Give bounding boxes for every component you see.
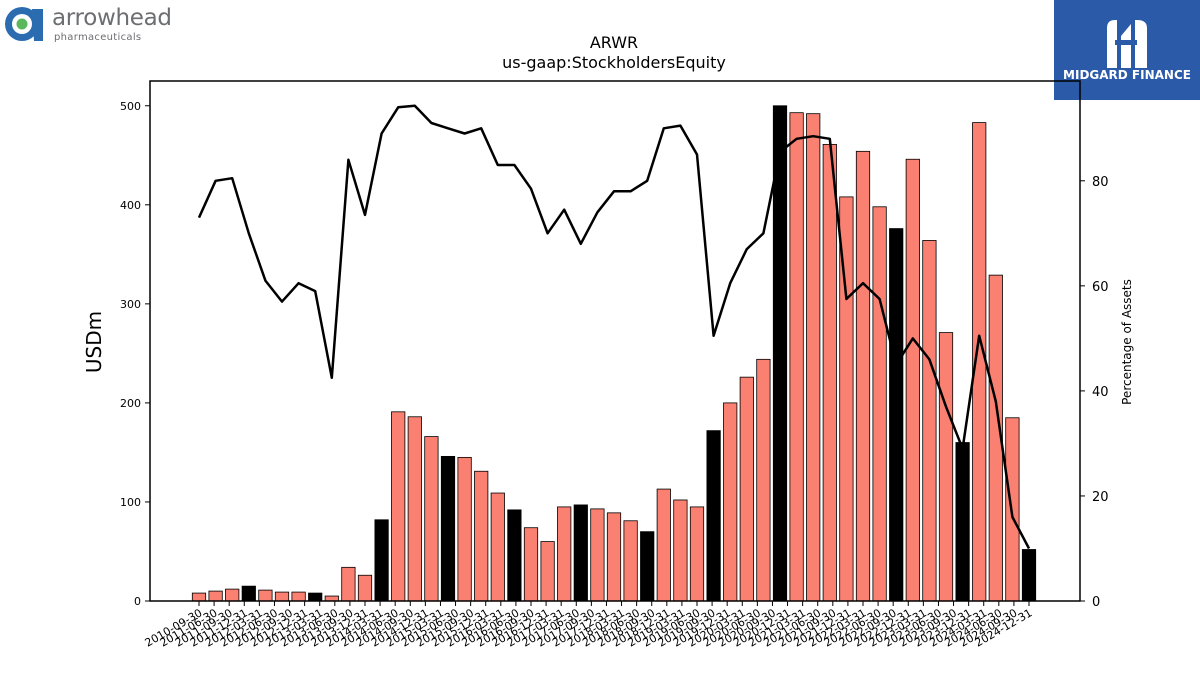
bar bbox=[507, 509, 522, 602]
arrowhead-logo: arrowhead pharmaceuticals bbox=[4, 4, 194, 46]
chart-subtitle: us-gaap:StockholdersEquity bbox=[502, 53, 726, 72]
bar bbox=[424, 436, 439, 602]
midgard-logo-icon bbox=[1107, 20, 1147, 68]
bar bbox=[889, 228, 904, 602]
bar bbox=[673, 499, 688, 602]
bar bbox=[938, 332, 954, 602]
bar bbox=[905, 158, 920, 602]
bar bbox=[872, 206, 887, 602]
bar bbox=[706, 430, 721, 602]
y-axis-label: USDm bbox=[82, 311, 106, 373]
y2-tick-label: 80 bbox=[1092, 175, 1109, 190]
bar bbox=[557, 506, 572, 602]
bar bbox=[457, 456, 472, 602]
bar bbox=[274, 591, 290, 602]
bar bbox=[606, 512, 622, 602]
y-tick-label: 400 bbox=[120, 199, 141, 212]
bar bbox=[573, 504, 588, 602]
bar bbox=[341, 566, 356, 602]
bar bbox=[490, 492, 505, 602]
bar bbox=[225, 588, 240, 602]
y2-axis: 0 20 40 60 80 bbox=[1080, 175, 1109, 610]
y-tick-label: 100 bbox=[120, 496, 141, 509]
bar bbox=[523, 527, 539, 602]
bar bbox=[723, 402, 738, 602]
plot-frame bbox=[149, 80, 1081, 602]
y-tick-label: 0 bbox=[134, 595, 141, 608]
bar bbox=[308, 592, 323, 602]
bar bbox=[955, 442, 970, 602]
bar bbox=[590, 508, 605, 602]
y-tick-label: 200 bbox=[120, 397, 141, 410]
bar bbox=[540, 541, 555, 602]
x-axis: 2010-09-302011-06-302011-09-302011-12-31… bbox=[143, 601, 1035, 650]
bar bbox=[241, 585, 256, 602]
bar bbox=[806, 113, 821, 602]
bar bbox=[474, 470, 489, 602]
y2-tick-label: 40 bbox=[1092, 385, 1109, 400]
y2-tick-label: 60 bbox=[1092, 280, 1109, 295]
line-series bbox=[197, 104, 1031, 550]
midgard-finance-logo: MIDGARD FINANCE bbox=[1054, 0, 1200, 100]
bar bbox=[623, 520, 638, 602]
bar bbox=[357, 574, 373, 602]
bar bbox=[855, 150, 871, 602]
y2-tick-label: 0 bbox=[1092, 595, 1100, 610]
bar bbox=[440, 455, 456, 602]
bar bbox=[391, 411, 406, 602]
bar bbox=[656, 488, 671, 602]
y-tick-label: 300 bbox=[120, 298, 141, 311]
bar bbox=[789, 112, 804, 602]
bar bbox=[208, 590, 223, 602]
bar bbox=[922, 240, 937, 602]
bar bbox=[640, 531, 655, 602]
bar bbox=[739, 376, 754, 602]
y-tick-label: 500 bbox=[120, 100, 141, 113]
bar bbox=[291, 591, 306, 602]
bar bbox=[1021, 549, 1037, 602]
y2-axis-label: Percentage of Assets bbox=[1120, 279, 1134, 405]
line-series-path bbox=[197, 104, 1031, 550]
arrowhead-logo-icon bbox=[5, 7, 43, 41]
bar bbox=[191, 592, 207, 602]
midgard-logo-name: MIDGARD FINANCE bbox=[1063, 68, 1191, 82]
bar bbox=[374, 519, 389, 602]
bar bbox=[822, 143, 837, 602]
bar-series bbox=[191, 105, 1037, 602]
y2-tick-label: 20 bbox=[1092, 490, 1109, 505]
bar bbox=[407, 416, 422, 602]
bar bbox=[756, 358, 771, 602]
y-axis: 0 100 200 300 400 500 bbox=[120, 100, 150, 608]
arrowhead-logo-sub: pharmaceuticals bbox=[54, 32, 142, 43]
bar bbox=[689, 506, 705, 602]
bar bbox=[258, 589, 273, 602]
chart-title: ARWR bbox=[590, 33, 638, 52]
arrowhead-logo-name: arrowhead bbox=[52, 5, 172, 31]
